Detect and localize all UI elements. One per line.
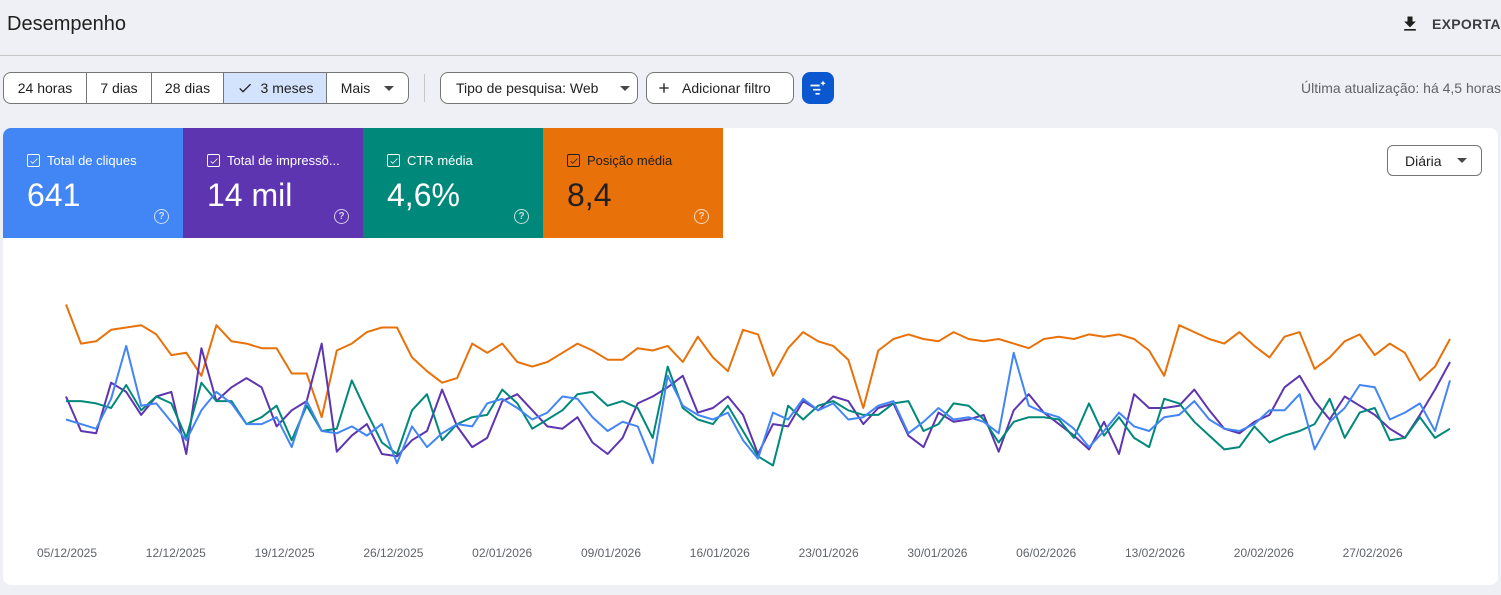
chevron-down-icon <box>1457 158 1467 163</box>
chart-series-line-0 <box>65 304 1451 419</box>
range-option-3m[interactable]: 3 meses <box>224 73 327 103</box>
range-label: 7 dias <box>100 80 138 96</box>
page-title: Desempenho <box>7 13 126 35</box>
granularity-dropdown[interactable]: Diária <box>1387 145 1482 176</box>
x-tick-label: 05/12/2025 <box>37 546 97 560</box>
x-tick-label: 16/01/2026 <box>690 546 750 560</box>
metric-tile-impressions[interactable]: Total de impressõ... 14 mil ? <box>183 128 363 238</box>
add-filter-label: Adicionar filtro <box>682 80 771 96</box>
x-tick-label: 30/01/2026 <box>907 546 967 560</box>
chart-series-line-3 <box>65 344 1451 465</box>
metric-label: CTR média <box>407 153 473 168</box>
x-tick-label: 20/02/2026 <box>1234 546 1294 560</box>
granularity-label: Diária <box>1405 152 1442 169</box>
x-tick-label: 02/01/2026 <box>472 546 532 560</box>
range-label: 28 dias <box>164 80 211 96</box>
checkbox-icon[interactable] <box>567 154 580 167</box>
filter-sparkle-icon <box>810 80 826 95</box>
checkbox-icon[interactable] <box>27 154 40 167</box>
export-label: EXPORTAR <box>1432 16 1501 32</box>
download-icon <box>1404 16 1416 31</box>
chart-series-line-1 <box>65 342 1451 458</box>
metric-label: Posição média <box>587 153 673 168</box>
search-type-label: Tipo de pesquisa: Web <box>456 80 599 96</box>
range-option-7d[interactable]: 7 dias <box>87 73 152 103</box>
range-option-more[interactable]: Mais <box>327 73 408 103</box>
last-update-text: Última atualização: há 4,5 horas <box>1301 80 1501 96</box>
metric-tile-position[interactable]: Posição média 8,4 ? <box>543 128 723 238</box>
performance-chart: 05/12/2025 12/12/2025 19/12/2025 26/12/2025… <box>37 304 1451 560</box>
help-icon[interactable]: ? <box>334 209 349 224</box>
x-tick-label: 27/02/2026 <box>1343 546 1403 560</box>
range-label: 24 horas <box>17 80 73 96</box>
range-option-24h[interactable]: 24 horas <box>4 73 87 103</box>
chevron-down-icon <box>384 85 395 91</box>
add-filter-button[interactable]: Adicionar filtro <box>646 72 794 104</box>
metric-label: Total de impressõ... <box>227 153 340 168</box>
search-type-dropdown[interactable]: Tipo de pesquisa: Web <box>440 72 638 104</box>
metric-value: 14 mil <box>207 177 293 213</box>
x-tick-label: 12/12/2025 <box>146 546 206 560</box>
performance-card: 05/12/2025 12/12/2025 19/12/2025 26/12/2025… <box>3 128 1498 585</box>
range-label: 3 meses <box>260 80 314 96</box>
metric-label: Total de cliques <box>47 153 137 168</box>
x-tick-label: 23/01/2026 <box>799 546 859 560</box>
check-icon <box>238 83 251 93</box>
page-header: Desempenho EXPORTAR <box>0 0 1501 56</box>
export-button[interactable]: EXPORTAR <box>1400 10 1501 38</box>
x-tick-label: 06/02/2026 <box>1016 546 1076 560</box>
filter-settings-button[interactable] <box>802 72 834 104</box>
metric-tile-ctr[interactable]: CTR média 4,6% ? <box>363 128 543 238</box>
help-icon[interactable]: ? <box>514 209 529 224</box>
plus-icon <box>659 83 669 93</box>
help-icon[interactable]: ? <box>694 209 709 224</box>
x-tick-label: 13/02/2026 <box>1125 546 1185 560</box>
x-tick-label: 19/12/2025 <box>255 546 315 560</box>
x-tick-label: 26/12/2025 <box>363 546 423 560</box>
metric-tile-clicks[interactable]: Total de cliques 641 ? <box>3 128 183 238</box>
toolbar-divider <box>424 74 425 102</box>
checkbox-icon[interactable] <box>207 154 220 167</box>
range-label: Mais <box>340 80 371 96</box>
checkbox-icon[interactable] <box>387 154 400 167</box>
date-range-selector: 24 horas 7 dias 28 dias 3 meses Mais <box>3 72 409 104</box>
metric-value: 641 <box>27 177 81 213</box>
help-icon[interactable]: ? <box>154 209 169 224</box>
metric-value: 8,4 <box>567 177 612 213</box>
range-option-28d[interactable]: 28 dias <box>152 73 224 103</box>
x-tick-label: 09/01/2026 <box>581 546 641 560</box>
chevron-down-icon <box>620 85 631 91</box>
metric-value: 4,6% <box>387 177 460 213</box>
